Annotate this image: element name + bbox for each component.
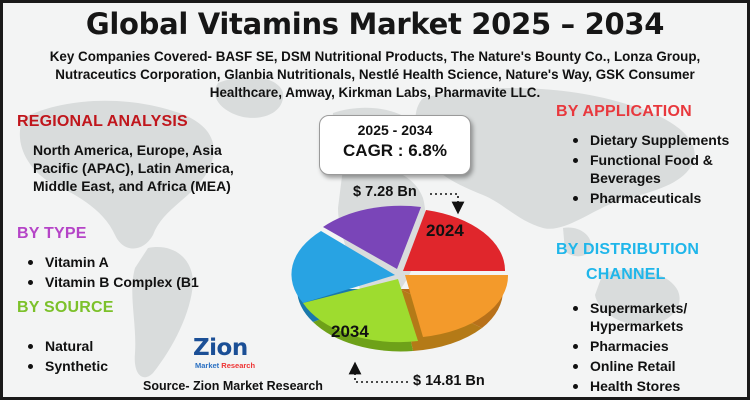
pie-slice-blue: [291, 231, 395, 303]
regional-analysis-heading: REGIONAL ANALYSIS: [17, 113, 188, 130]
by-source-list: Natural Synthetic: [25, 337, 225, 377]
pie-slice-orange: [405, 275, 509, 337]
pie-slice-green: [303, 279, 418, 343]
by-distribution-list: Supermarkets/ Hypermarkets Pharmacies On…: [570, 299, 740, 397]
infographic-title: Global Vitamins Market 2025 – 2034: [85, 7, 665, 41]
list-item: Supermarkets/ Hypermarkets: [570, 299, 740, 335]
pie-label-2034: 2034: [331, 322, 369, 341]
list-item: Functional Food & Beverages: [570, 151, 740, 187]
cagr-value: CAGR : 6.8%: [343, 141, 447, 160]
by-distribution-heading-line2: CHANNEL: [586, 266, 666, 283]
pie-slice-purple: [323, 205, 421, 269]
by-application-list: Dietary Supplements Functional Food & Be…: [570, 131, 740, 209]
value-2024: $ 7.28 Bn: [353, 184, 417, 200]
list-item: Online Retail: [570, 357, 740, 375]
logo-tagline-1: Market: [195, 361, 220, 370]
list-item: Health Stores: [570, 377, 740, 395]
pie-label-2024: 2024: [426, 221, 464, 240]
list-item: Pharmaceuticals: [570, 189, 740, 207]
pie-slice-red: [403, 210, 506, 271]
by-type-list: Vitamin A Vitamin B Complex (B1: [25, 253, 285, 293]
cagr-box: 2025 - 2034 CAGR : 6.8%: [319, 115, 471, 175]
connector-2024: [430, 193, 465, 215]
by-distribution-heading: BY DISTRIBUTION: [556, 241, 700, 258]
list-item: Vitamin A: [25, 253, 285, 271]
value-2034: $ 14.81 Bn: [413, 373, 485, 389]
by-source-heading: BY SOURCE: [17, 299, 114, 316]
list-item: Synthetic: [25, 357, 225, 375]
connector-2034: [348, 361, 408, 383]
logo-tagline-2: Research: [221, 361, 256, 370]
source-text: Source- Zion Market Research: [143, 379, 323, 393]
regional-analysis-text: North America, Europe, Asia Pacific (APA…: [33, 142, 234, 194]
by-type-heading: BY TYPE: [17, 225, 87, 242]
list-item: Dietary Supplements: [570, 131, 740, 149]
list-item: Natural: [25, 337, 225, 355]
market-pie-chart: 2024 2034: [291, 193, 509, 383]
cagr-period: 2025 - 2034: [357, 122, 433, 138]
zion-logo: Zion Market Research: [193, 335, 273, 373]
by-application-heading: BY APPLICATION: [556, 103, 692, 120]
logo-name: Zion: [193, 335, 248, 361]
list-item: Vitamin B Complex (B1: [25, 273, 285, 291]
key-companies-text: Key Companies Covered- BASF SE, DSM Nutr…: [49, 49, 701, 100]
list-item: Pharmacies: [570, 337, 740, 355]
